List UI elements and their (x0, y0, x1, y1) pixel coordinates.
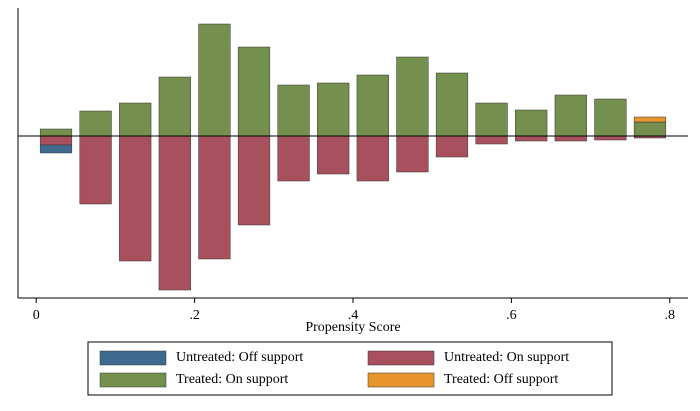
x-tick-label: 0 (33, 308, 40, 323)
legend-swatch (99, 372, 167, 388)
bar (158, 76, 191, 137)
x-tick-label: .4 (348, 308, 359, 323)
bar (594, 135, 627, 141)
bar (277, 84, 310, 137)
bar (317, 135, 350, 175)
bar (515, 109, 548, 137)
bar (119, 135, 152, 262)
bar (237, 46, 271, 137)
bar (119, 102, 152, 137)
legend-label: Treated: Off support (444, 372, 558, 387)
bar (396, 135, 429, 173)
bar (39, 144, 73, 154)
bar (79, 135, 112, 205)
bar (554, 94, 587, 137)
bar (435, 135, 469, 158)
legend-swatch (367, 372, 435, 388)
bar (594, 98, 627, 137)
bar (317, 82, 350, 137)
bar (515, 135, 548, 142)
bar (396, 56, 429, 137)
bar (356, 74, 389, 137)
bar (39, 128, 73, 137)
bar (277, 135, 310, 182)
legend-label: Treated: On support (176, 372, 288, 387)
bar (237, 135, 271, 226)
bar (356, 135, 389, 182)
bar (198, 135, 231, 260)
legend-box (87, 341, 613, 396)
bar (158, 135, 191, 291)
x-tick-label: .6 (506, 308, 517, 323)
x-axis-label: Propensity Score (305, 320, 400, 335)
bar (435, 72, 469, 137)
bar (554, 135, 587, 142)
bar (633, 116, 667, 123)
x-tick-label: .2 (189, 308, 200, 323)
x-tick-label: .8 (665, 308, 676, 323)
bar (79, 110, 112, 137)
bar (39, 135, 73, 146)
legend-swatch (99, 350, 167, 366)
legend-label: Untreated: Off support (176, 350, 303, 365)
bar (198, 23, 231, 137)
legend-label: Untreated: On support (444, 350, 569, 365)
bar (475, 102, 508, 137)
legend-swatch (367, 350, 435, 366)
bar (633, 121, 667, 137)
bar (475, 135, 508, 145)
